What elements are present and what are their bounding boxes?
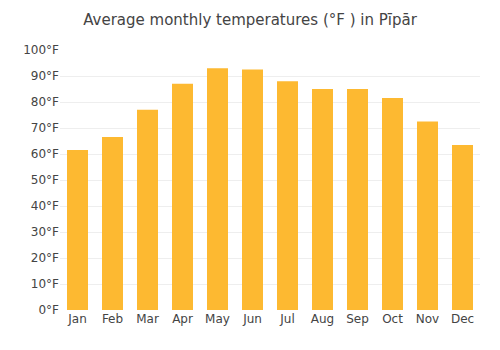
svg-text:20°F: 20°F [31, 251, 59, 265]
svg-text:Average monthly temperatures (: Average monthly temperatures (°F ) in Pī… [83, 11, 417, 29]
svg-text:70°F: 70°F [31, 121, 59, 135]
svg-text:50°F: 50°F [31, 173, 59, 187]
svg-text:Sep: Sep [346, 312, 369, 326]
svg-text:Jan: Jan [67, 312, 87, 326]
svg-text:100°F: 100°F [23, 43, 59, 57]
svg-text:80°F: 80°F [31, 95, 59, 109]
svg-text:0°F: 0°F [38, 303, 59, 317]
svg-text:Aug: Aug [311, 312, 334, 326]
svg-text:Jul: Jul [279, 312, 294, 326]
svg-text:30°F: 30°F [31, 225, 59, 239]
svg-text:Dec: Dec [451, 312, 474, 326]
svg-text:Apr: Apr [172, 312, 193, 326]
svg-text:Nov: Nov [416, 312, 439, 326]
svg-text:10°F: 10°F [31, 277, 59, 291]
svg-text:40°F: 40°F [31, 199, 59, 213]
svg-text:60°F: 60°F [31, 147, 59, 161]
svg-text:Jun: Jun [242, 312, 262, 326]
svg-text:Mar: Mar [136, 312, 159, 326]
svg-text:90°F: 90°F [31, 69, 59, 83]
svg-text:Feb: Feb [102, 312, 123, 326]
svg-text:Oct: Oct [382, 312, 403, 326]
svg-text:May: May [205, 312, 230, 326]
